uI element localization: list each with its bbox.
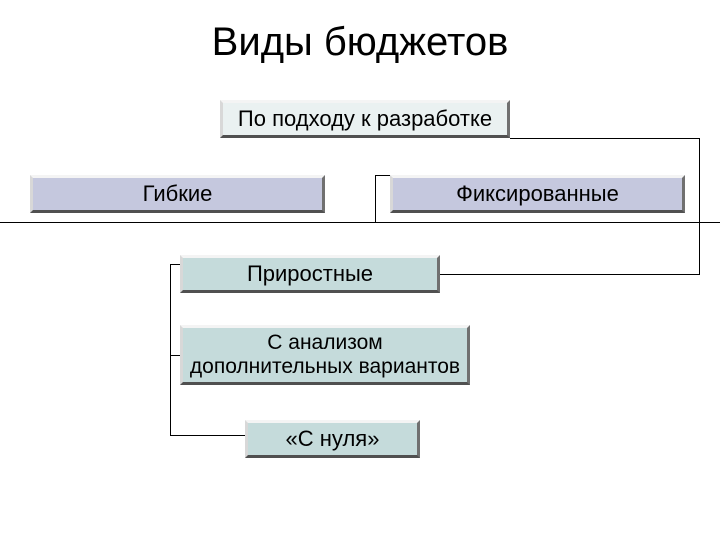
connector-line	[440, 274, 700, 275]
root-box: По подходу к разработке	[220, 100, 510, 138]
fixed-box: Фиксированные	[390, 175, 685, 213]
zero-box: «С нуля»	[245, 420, 420, 458]
connector-line	[170, 264, 180, 265]
flexible-box: Гибкие	[30, 175, 325, 213]
zero-label: «С нуля»	[286, 426, 380, 451]
connector-line	[170, 405, 171, 435]
connector-line	[510, 138, 700, 139]
incremental-label: Приростные	[247, 261, 373, 286]
connector-line	[170, 264, 171, 405]
fixed-label: Фиксированные	[456, 181, 619, 206]
connector-line	[0, 222, 720, 223]
connector-line	[170, 435, 245, 436]
root-label: По подходу к разработке	[238, 106, 492, 131]
incremental-box: Приростные	[180, 255, 440, 293]
analysis-label: С анализом дополнительных вариантов	[183, 331, 467, 379]
flexible-label: Гибкие	[143, 181, 213, 206]
connector-line	[699, 138, 700, 275]
connector-line	[375, 175, 376, 222]
analysis-box: С анализом дополнительных вариантов	[180, 325, 470, 385]
connector-line	[170, 355, 180, 356]
page-title: Виды бюджетов	[0, 20, 720, 65]
connector-line	[375, 175, 390, 176]
